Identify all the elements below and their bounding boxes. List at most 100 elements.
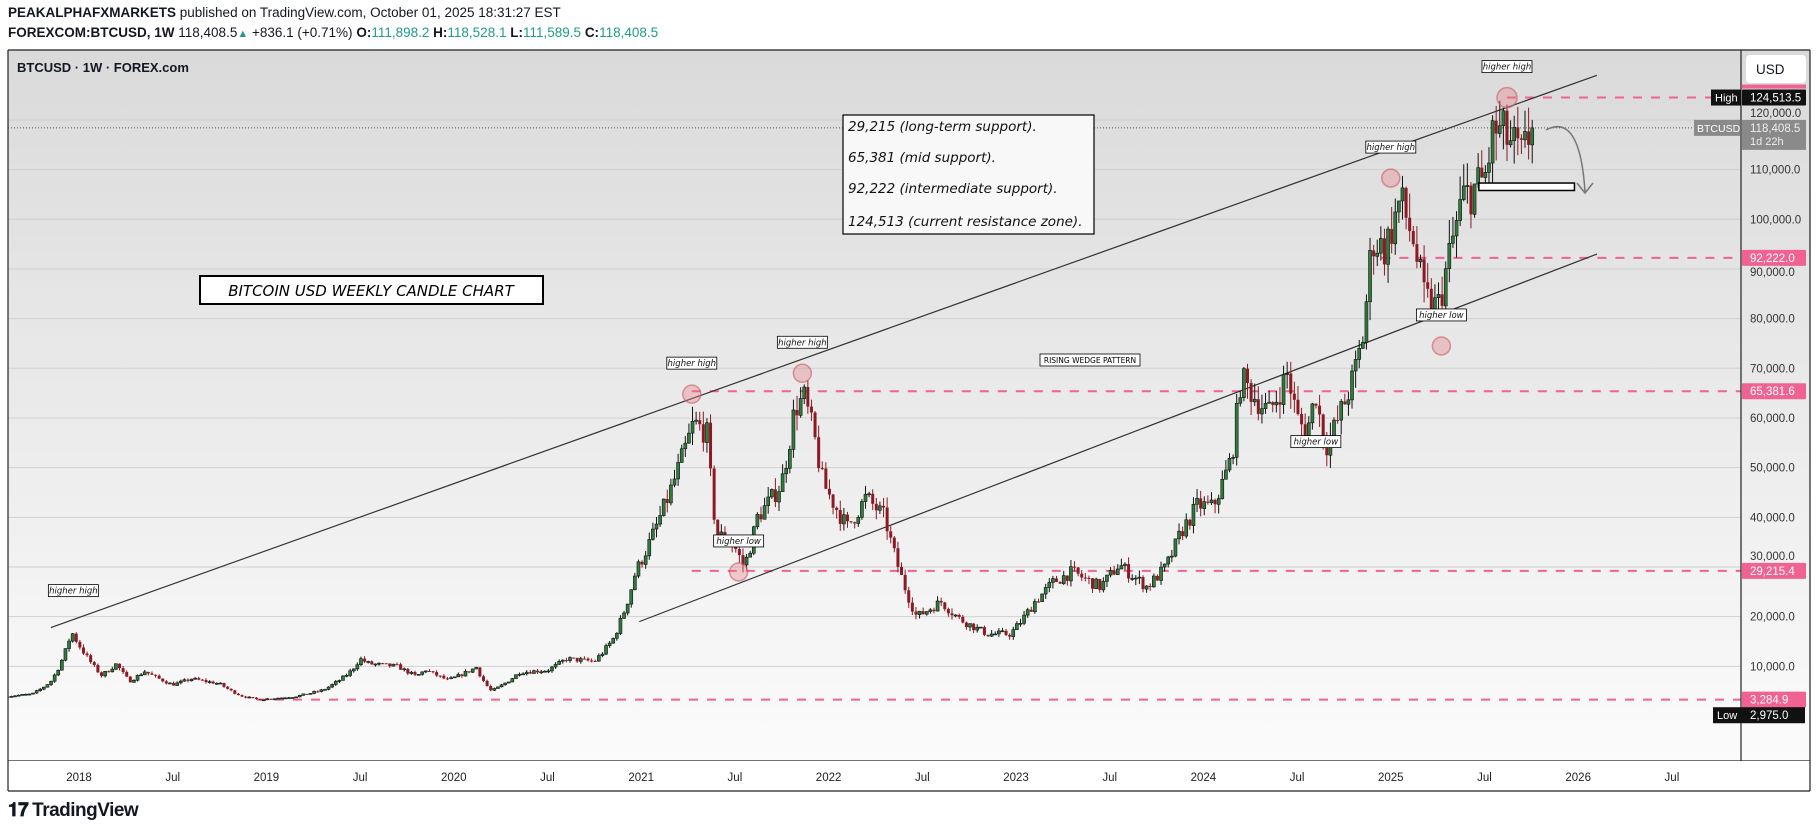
candle[interactable] [874,497,878,520]
candle[interactable] [481,674,485,683]
candle[interactable] [813,410,817,440]
candlestick-series[interactable] [6,100,1535,702]
candle[interactable] [45,684,50,688]
candle[interactable] [341,675,345,681]
support-zone-rectangle[interactable] [1478,182,1576,192]
candle[interactable] [1076,567,1080,577]
candle[interactable] [42,686,46,691]
candle[interactable] [539,669,543,675]
candle[interactable] [276,697,280,700]
candle[interactable] [384,663,388,665]
candle[interactable] [1357,339,1362,369]
candle[interactable] [672,469,677,488]
candle[interactable] [687,423,691,444]
candle[interactable] [1289,361,1293,409]
candle[interactable] [1375,239,1380,266]
candle[interactable] [993,631,998,636]
candle[interactable] [975,624,980,633]
candle[interactable] [96,663,100,674]
candle[interactable] [867,491,871,498]
candle[interactable] [297,694,302,698]
candle[interactable] [856,515,861,527]
candle[interactable] [1318,394,1322,428]
candle[interactable] [81,644,85,655]
candle[interactable] [835,506,839,519]
candle[interactable] [1191,497,1196,534]
candle[interactable] [654,517,659,538]
candle[interactable] [355,662,360,671]
candle[interactable] [333,680,338,686]
candle[interactable] [1501,107,1506,150]
candle[interactable] [413,670,417,677]
candle[interactable] [279,697,284,700]
candle[interactable] [1238,390,1243,407]
candle[interactable] [34,689,39,694]
candle[interactable] [467,671,471,674]
candle[interactable] [759,506,763,523]
candle[interactable] [1447,219,1452,283]
candle[interactable] [607,640,612,648]
candle[interactable] [222,682,226,688]
candle[interactable] [38,687,43,692]
swing-label[interactable]: higher high [47,584,99,598]
candle[interactable] [961,614,965,624]
candle[interactable] [817,425,821,473]
candle[interactable] [669,478,673,506]
candle[interactable] [258,698,262,701]
candle[interactable] [135,674,140,682]
candle[interactable] [1242,366,1246,402]
candle[interactable] [611,637,616,644]
candle[interactable] [510,677,515,683]
candle[interactable] [1314,403,1318,409]
candle[interactable] [1087,575,1091,585]
candle[interactable] [698,411,702,431]
candle[interactable] [1137,570,1142,585]
candle[interactable] [445,676,449,681]
candle[interactable] [593,659,597,662]
swing-label[interactable]: higher high [1365,140,1417,154]
candle[interactable] [178,679,183,685]
candle[interactable] [316,690,320,693]
candle[interactable] [845,511,849,528]
candle[interactable] [1115,564,1120,576]
candle[interactable] [640,560,644,568]
currency-button[interactable]: USD [1746,55,1806,83]
candle[interactable] [921,607,925,615]
candle[interactable] [1101,577,1106,593]
candle[interactable] [1267,390,1271,404]
swing-label[interactable]: higher high [666,356,718,370]
candle[interactable] [452,676,457,679]
candle[interactable] [917,610,922,619]
candle[interactable] [420,671,425,676]
candle[interactable] [1508,120,1513,148]
candle[interactable] [233,689,237,695]
candle[interactable] [709,414,713,477]
candle[interactable] [1022,610,1026,626]
candle[interactable] [391,663,396,667]
candle[interactable] [247,696,252,699]
candle[interactable] [1094,577,1098,590]
candle[interactable] [701,411,705,452]
candle[interactable] [1249,379,1253,416]
candle[interactable] [557,659,561,665]
candle[interactable] [968,623,972,632]
candle[interactable] [74,632,78,644]
candle[interactable] [226,686,230,690]
candle[interactable] [784,460,789,483]
candle[interactable] [399,662,403,670]
candle[interactable] [712,465,716,525]
candle[interactable] [1144,585,1149,593]
candle[interactable] [1523,110,1527,148]
candle[interactable] [351,668,356,673]
candle[interactable] [1008,633,1012,640]
pattern-label[interactable]: RISING WEDGE PATTERN [1039,353,1141,367]
candle[interactable] [1379,226,1383,261]
candle[interactable] [1043,583,1048,599]
candle[interactable] [1011,626,1016,640]
candle[interactable] [150,671,154,675]
candle[interactable] [1494,105,1498,161]
candle[interactable] [499,683,504,688]
candle[interactable] [824,462,828,489]
candle[interactable] [647,532,652,560]
candle[interactable] [1281,365,1286,414]
